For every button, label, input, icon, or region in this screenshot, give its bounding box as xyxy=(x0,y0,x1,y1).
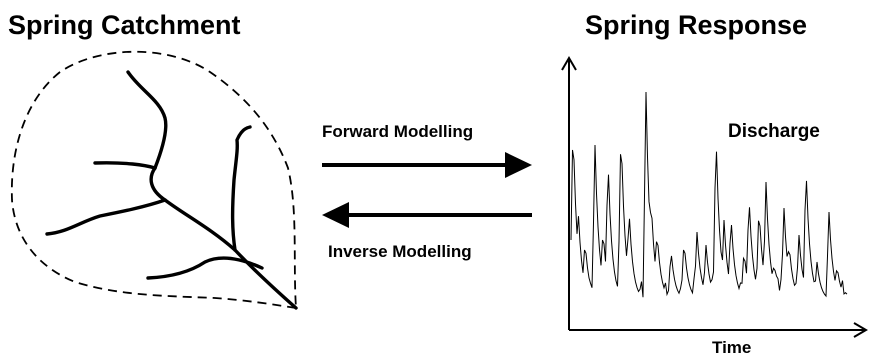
forward-modelling-label: Forward Modelling xyxy=(322,122,474,141)
tributary-top xyxy=(126,70,168,170)
hydrograph-axes xyxy=(561,56,868,338)
tributary-left-lower xyxy=(45,198,167,236)
inverse-arrow xyxy=(322,202,532,228)
tributary-left-upper xyxy=(93,161,157,170)
catchment-title: Spring Catchment xyxy=(8,10,241,40)
catchment-boundary xyxy=(10,50,297,310)
tributary-bottom xyxy=(146,256,264,280)
response-title: Spring Response xyxy=(585,10,808,40)
tributary-right xyxy=(230,125,252,252)
y-axis-arrowhead xyxy=(561,56,577,71)
inverse-modelling-label: Inverse Modelling xyxy=(328,242,472,261)
main-river xyxy=(149,166,298,310)
forward-arrow xyxy=(322,152,532,178)
time-axis-label: Time xyxy=(712,338,752,357)
discharge-series xyxy=(570,91,848,298)
discharge-label: Discharge xyxy=(728,121,820,142)
river-network xyxy=(45,70,298,310)
x-axis-arrowhead xyxy=(853,322,868,338)
